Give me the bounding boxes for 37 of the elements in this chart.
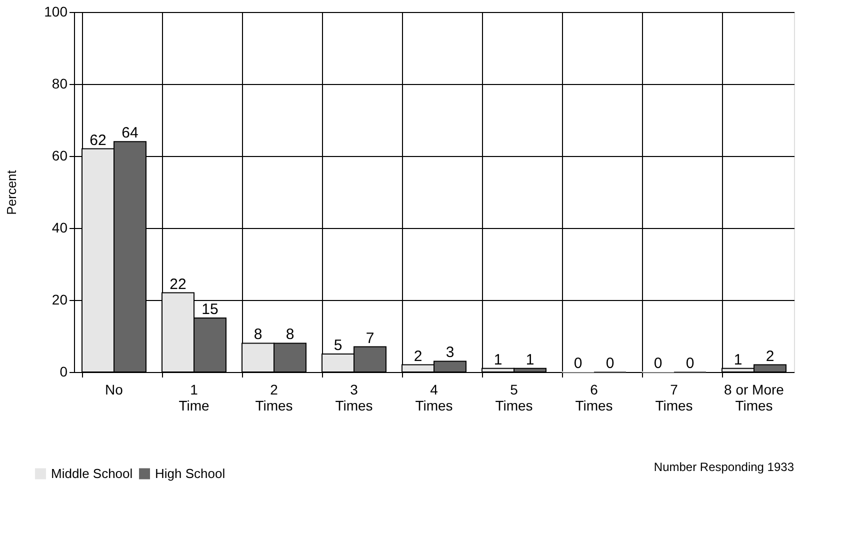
data-label: 64 (122, 124, 138, 142)
x-tick-label: 8 or More Times (724, 382, 784, 414)
data-label: 7 (366, 330, 374, 347)
y-tick-label: 40 (52, 220, 68, 236)
data-label: 0 (654, 355, 662, 372)
data-label: 1 (734, 351, 742, 368)
data-label: 0 (574, 355, 582, 372)
data-label: 2 (414, 348, 422, 365)
x-tick-label: 5 Times (495, 382, 533, 414)
data-label: 22 (170, 276, 186, 293)
y-tick-label: 80 (52, 76, 68, 92)
x-tick-label: No (105, 382, 124, 398)
y-tick-label: 60 (52, 148, 68, 164)
x-tick-label: 3 Times (335, 382, 373, 414)
x-tick-label: 1 Time (178, 382, 210, 414)
y-tick-label: 100 (44, 4, 68, 20)
data-label: 5 (334, 337, 342, 354)
data-label: 0 (606, 355, 614, 372)
legend-label: High School (155, 466, 226, 481)
y-tick-label: 0 (60, 364, 68, 380)
data-label: 62 (90, 132, 106, 149)
x-tick-label: 6 Times (575, 382, 613, 414)
x-tick-label: 4 Times (415, 382, 453, 414)
data-label: 0 (686, 355, 694, 372)
data-label: 3 (446, 344, 454, 362)
y-axis-title: Percent (4, 170, 20, 215)
data-label: 8 (286, 326, 294, 344)
data-label: 2 (766, 348, 774, 365)
x-tick-label: 7 Times (655, 382, 693, 414)
x-tick-label: 2 Times (255, 382, 293, 414)
data-label: 8 (254, 326, 262, 344)
legend-label: Middle School (51, 466, 133, 481)
data-label: 1 (494, 351, 502, 368)
data-label: 15 (202, 301, 218, 318)
y-tick-label: 20 (52, 292, 68, 308)
text: Number Responding 1933 (654, 460, 794, 474)
data-label: 1 (526, 351, 534, 368)
